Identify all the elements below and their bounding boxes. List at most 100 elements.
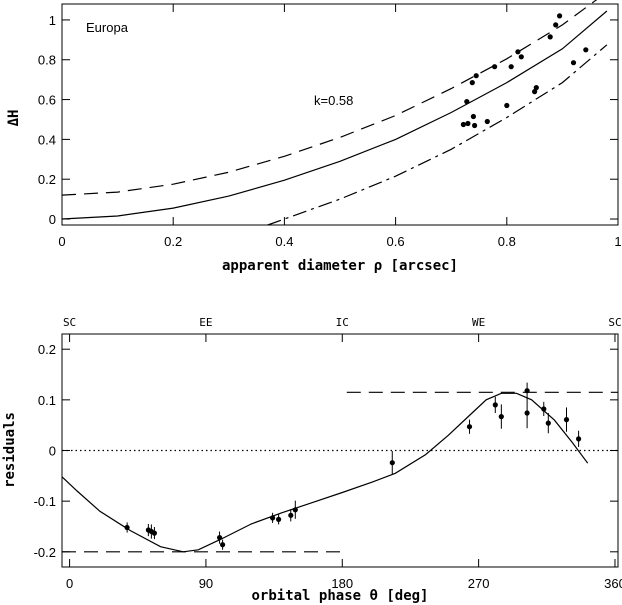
x-tick-label: 90 (199, 576, 213, 591)
bottom-points (124, 382, 582, 550)
x-tick-label: 0 (58, 234, 65, 249)
top-y-axis-title: ΔH (6, 110, 22, 127)
top-axis-label: IC (336, 316, 349, 329)
point-marker (492, 402, 498, 408)
point-marker (484, 118, 490, 125)
point-marker (515, 49, 521, 55)
data-point (576, 430, 582, 447)
bottom-y-ticks: -0.2 -0.1 0 0.1 0.2 (34, 342, 618, 560)
data-point (492, 64, 498, 70)
point-marker (553, 22, 559, 28)
point-marker (464, 99, 470, 105)
top-points (460, 13, 589, 129)
data-point (151, 526, 157, 540)
data-point (541, 401, 547, 417)
point-marker (576, 436, 582, 442)
point-marker (570, 60, 577, 66)
point-marker (541, 406, 547, 412)
point-marker (498, 414, 504, 420)
top-x-axis-title: apparent diameter ρ [arcsec] (222, 258, 458, 274)
x-tick-label: 180 (331, 576, 353, 591)
bottom-y-axis-title: residuals (2, 412, 18, 488)
point-marker (151, 530, 157, 536)
point-marker (547, 34, 553, 40)
top-axis-label: EE (199, 316, 212, 329)
data-point (547, 34, 553, 40)
curve-dashed-1 (61, 0, 598, 196)
data-point (288, 509, 294, 522)
x-tick-label: 0.2 (164, 234, 182, 249)
x-tick-label: 0 (66, 576, 73, 591)
data-point (276, 514, 282, 525)
top-annotation-europa: Europa (86, 20, 129, 35)
data-point (508, 64, 514, 70)
point-marker (563, 417, 570, 423)
chart-bottom: 0 90 180 270 360 -0.2 -0.1 0 0.1 0.2 SC EE IC WESC … (2, 316, 622, 604)
data-point (484, 118, 490, 125)
data-point (492, 396, 498, 414)
x-tick-label: 360 (604, 576, 622, 591)
data-point (557, 13, 563, 19)
top-axis-label: WE (472, 316, 485, 329)
data-point (570, 60, 577, 66)
top-plot-frame (61, 3, 619, 226)
data-point (583, 47, 589, 53)
y-tick-label: 0 (49, 444, 56, 459)
data-point (524, 397, 530, 429)
data-point (469, 80, 475, 86)
x-tick-label: 0.8 (498, 234, 516, 249)
data-point (270, 512, 276, 523)
data-point (465, 120, 471, 127)
x-tick-label: 270 (468, 576, 490, 591)
bottom-curves (61, 391, 618, 553)
point-marker (524, 388, 530, 394)
point-marker (270, 515, 276, 521)
point-marker (276, 516, 282, 523)
point-marker (389, 460, 395, 466)
data-point (532, 89, 538, 95)
y-tick-label: 0.6 (38, 93, 56, 108)
data-point (217, 531, 223, 544)
y-tick-label: 0.2 (38, 172, 56, 187)
data-point (464, 99, 470, 105)
top-axis-label: SC (608, 316, 621, 329)
data-point (292, 500, 298, 519)
point-marker (545, 420, 551, 426)
y-tick-label: -0.1 (34, 494, 56, 509)
top-annotation-k: k=0.58 (314, 93, 353, 108)
point-marker (470, 113, 476, 120)
top-axis-label: SC (63, 316, 76, 329)
point-marker (469, 80, 475, 86)
point-marker (492, 64, 498, 70)
point-marker (508, 64, 514, 70)
point-marker (220, 542, 226, 548)
point-marker (465, 120, 471, 127)
point-marker (532, 89, 538, 95)
point-marker (524, 410, 530, 416)
y-tick-label: 0 (49, 212, 56, 227)
curve-solid-0 (61, 10, 608, 220)
data-point (460, 121, 466, 128)
point-marker (288, 512, 294, 518)
x-tick-label: 0.4 (275, 234, 293, 249)
data-point (518, 54, 524, 60)
point-marker (124, 524, 130, 531)
data-point (466, 419, 473, 434)
x-tick-label: 0.6 (387, 234, 405, 249)
point-marker (472, 122, 478, 129)
y-tick-label: 0.1 (38, 393, 56, 408)
y-tick-label: 0.4 (38, 132, 56, 147)
data-point (515, 49, 521, 55)
data-point (524, 382, 530, 399)
chart-top: 0 0.2 0.4 0.6 0.8 1 0 0.2 0.4 0.6 0.8 1 Europa k=0… (6, 0, 622, 274)
point-marker (518, 54, 524, 60)
x-tick-label: 1 (614, 234, 621, 249)
point-marker (473, 73, 479, 79)
bottom-x-ticks: 0 90 180 270 360 (66, 334, 622, 591)
data-point (472, 122, 478, 129)
bottom-top-ticks: SC EE IC WE SC (63, 316, 622, 329)
data-point (124, 522, 130, 533)
data-point (470, 113, 476, 120)
y-tick-label: 0.8 (38, 53, 56, 68)
